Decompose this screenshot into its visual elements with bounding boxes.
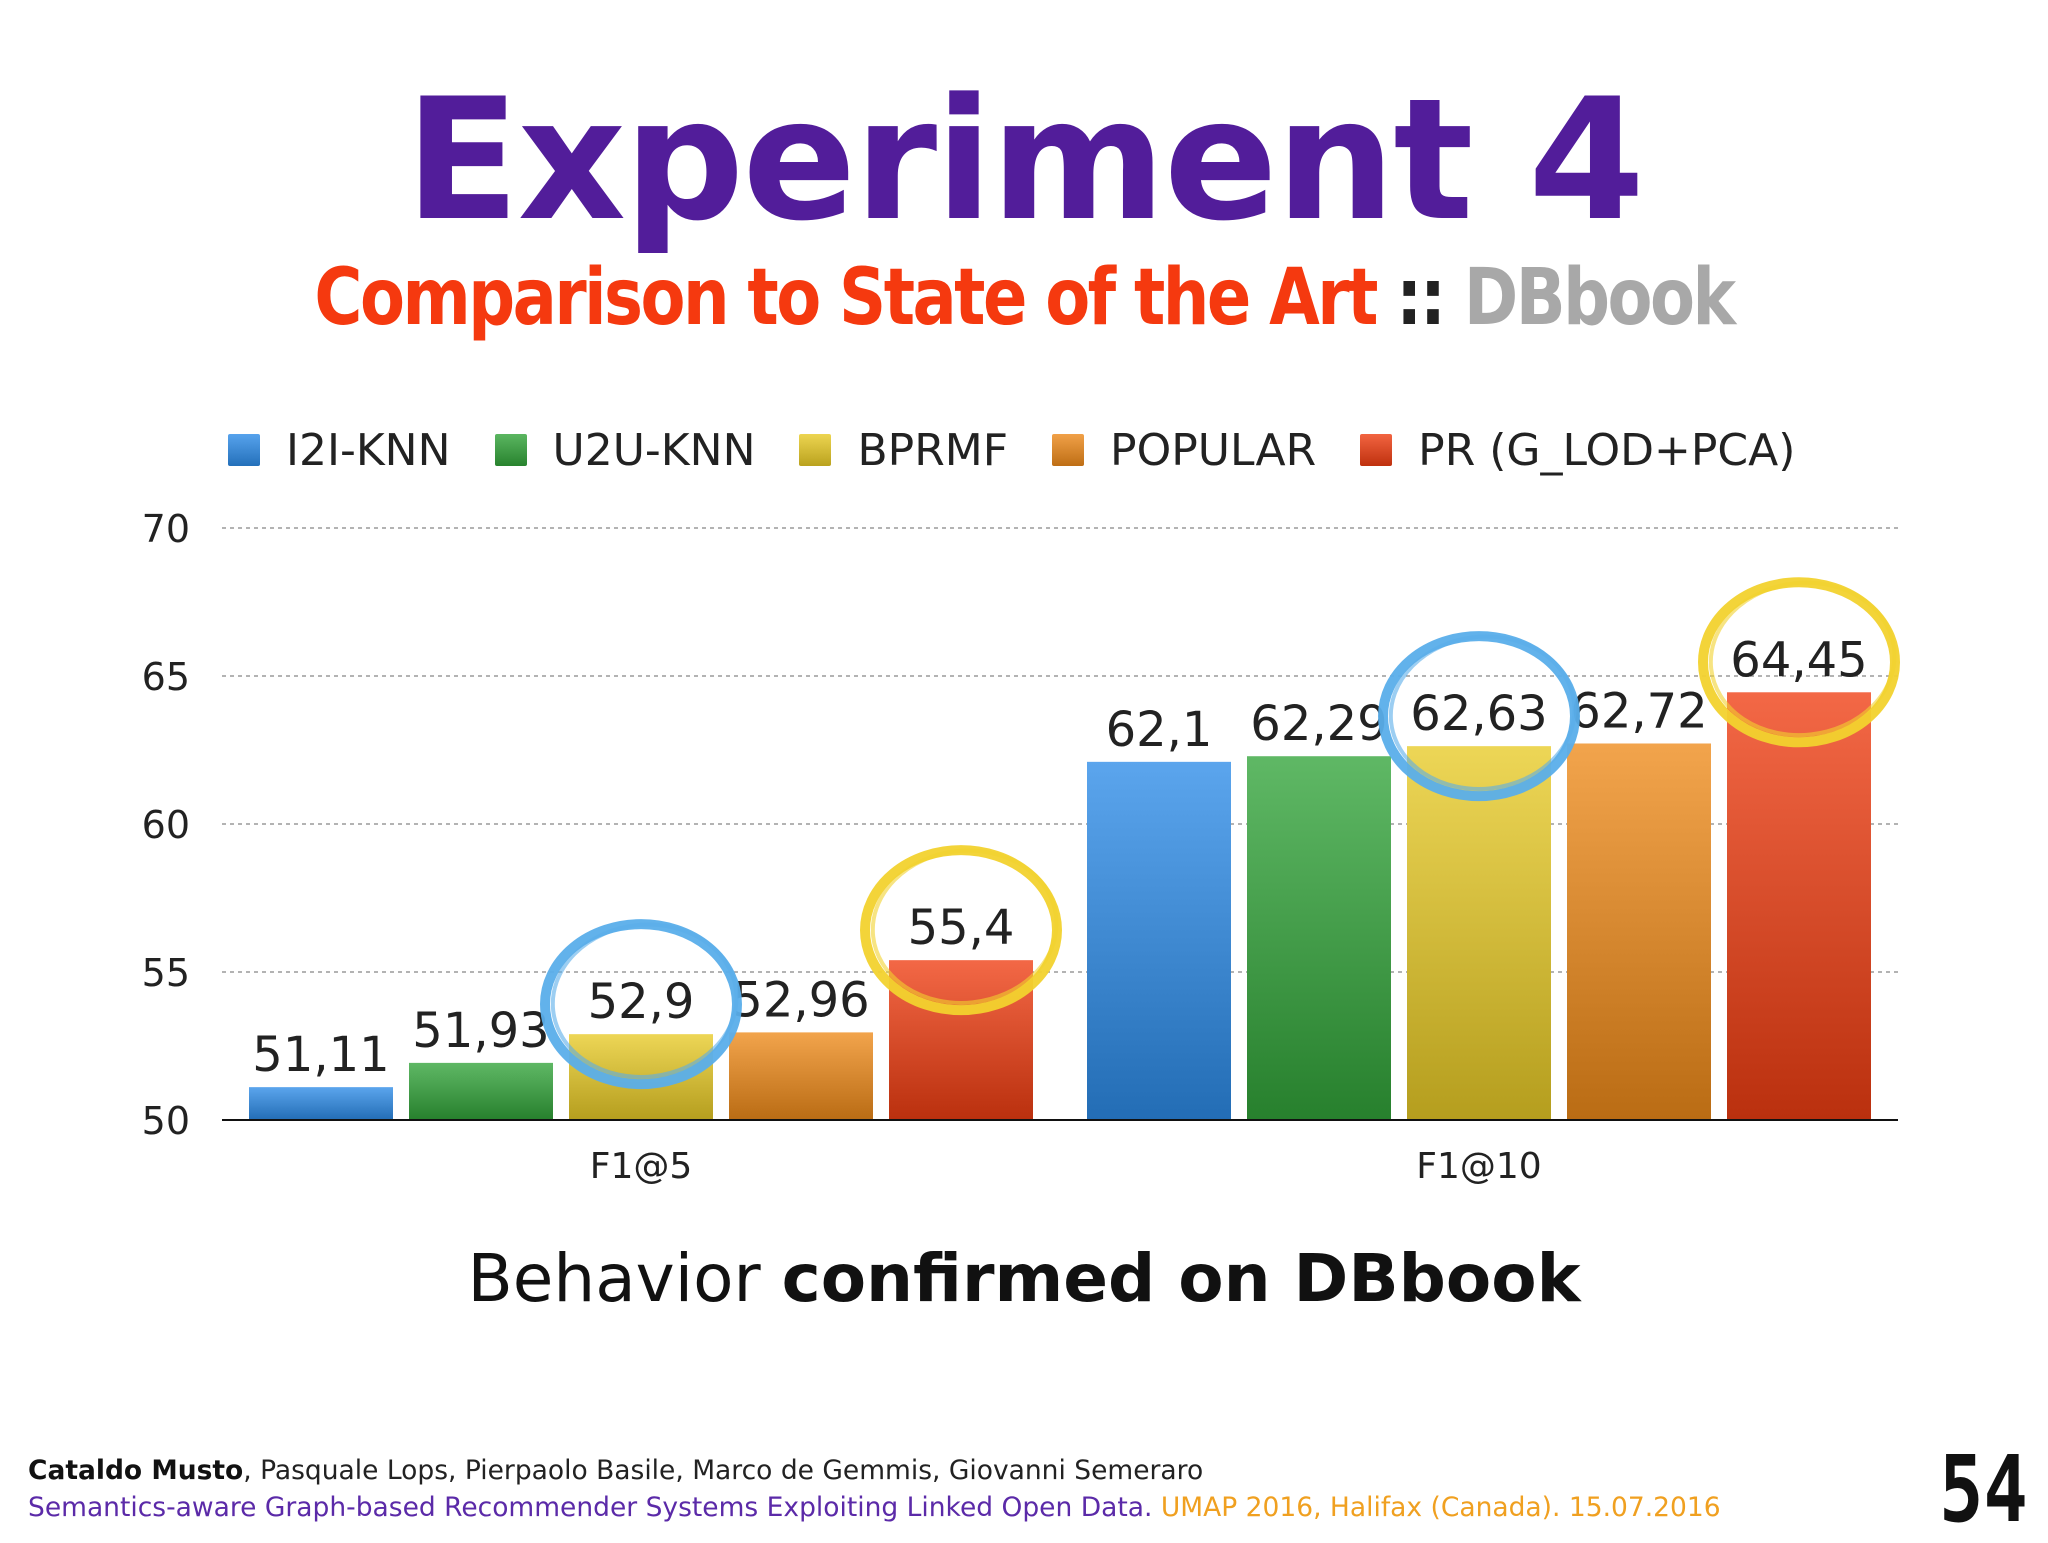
bars <box>249 692 1871 1120</box>
legend-swatch <box>494 434 527 466</box>
bar <box>1247 756 1391 1120</box>
bar-value-label: 51,11 <box>252 1027 389 1083</box>
legend-swatch <box>1360 434 1393 466</box>
legend-item: BPRMF <box>799 425 1008 476</box>
bar-value-label: 52,9 <box>588 974 695 1030</box>
slide-subtitle: Comparison to State of the Art :: DBbook <box>164 248 1884 348</box>
authors-line: Cataldo Musto, Pasquale Lops, Pierpaolo … <box>28 1452 1721 1489</box>
legend-label: U2U-KNN <box>552 424 756 476</box>
data-labels: 51,11 51,93 52,9 52,96 55,4 62,1 62,29 62,63 62,… <box>252 632 1867 1083</box>
highlight-ring-stroke <box>1388 634 1577 791</box>
x-tick-label: F1@5 <box>590 1146 693 1187</box>
paper-line: Semantics-aware Graph-based Recommender … <box>28 1489 1721 1526</box>
bar-value-label: 62,29 <box>1250 696 1387 752</box>
legend-label: POPULAR <box>1110 424 1317 476</box>
paper-venue: UMAP 2016, Halifax (Canada). 15.07.2016 <box>1160 1492 1721 1523</box>
caption-plain: Behavior <box>467 1240 782 1317</box>
legend-item: PR (G_LOD+PCA) <box>1360 425 1795 476</box>
legend-swatch <box>1052 434 1085 466</box>
legend-label: BPRMF <box>857 424 1009 476</box>
y-tick-label: 55 <box>142 951 190 995</box>
bar-value-label: 62,63 <box>1410 686 1547 742</box>
bar <box>249 1087 393 1120</box>
subtitle-main: Comparison to State of the Art <box>314 253 1378 343</box>
bar-chart: 51,11 51,93 52,9 52,96 55,4 62,1 62,29 62,63 62,… <box>142 507 1900 1187</box>
bar-value-label: 64,45 <box>1730 632 1867 688</box>
bar <box>1567 743 1711 1120</box>
subtitle-dataset: DBbook <box>1463 253 1736 343</box>
bar <box>1407 746 1551 1120</box>
bar-value-label: 55,4 <box>908 900 1015 956</box>
slide-title: Experiment 4 <box>404 62 1645 258</box>
caption-bold: confirmed on DBbook <box>781 1240 1581 1317</box>
chart-legend: I2I-KNN U2U-KNN BPRMF POPULAR PR (G_LOD+PCA) <box>228 420 1839 480</box>
legend-label: I2I-KNN <box>286 424 451 476</box>
bar <box>729 1032 873 1120</box>
y-tick-label: 60 <box>142 803 190 847</box>
legend-item: I2I-KNN <box>228 425 451 476</box>
paper-title: Semantics-aware Graph-based Recommender … <box>28 1492 1153 1523</box>
highlight-ring-stroke <box>870 848 1059 1005</box>
bar-value-label: 62,1 <box>1106 702 1213 758</box>
co-authors: , Pasquale Lops, Pierpaolo Basile, Marco… <box>243 1455 1204 1486</box>
highlight-ring-stroke <box>1708 580 1897 738</box>
y-tick-label: 70 <box>142 507 190 551</box>
bar-value-label: 52,96 <box>732 972 869 1028</box>
bar <box>1087 761 1231 1120</box>
bar <box>1727 692 1871 1120</box>
citation-footer: Cataldo Musto, Pasquale Lops, Pierpaolo … <box>28 1452 1721 1526</box>
slide-number: 54 <box>1939 1436 2028 1543</box>
legend-item: POPULAR <box>1052 425 1316 476</box>
bar <box>409 1062 553 1120</box>
legend-label: PR (G_LOD+PCA) <box>1418 424 1796 476</box>
x-tick-label: F1@10 <box>1416 1146 1541 1187</box>
slide-caption: Behavior confirmed on DBbook <box>0 1240 2048 1317</box>
bar <box>889 960 1033 1120</box>
bar-value-label: 62,72 <box>1570 683 1707 739</box>
legend-swatch <box>228 434 260 466</box>
highlight-rings <box>540 577 1900 1090</box>
axes: 50 55 60 65 70 F1@5 F1@10 <box>142 507 1898 1187</box>
legend-item: U2U-KNN <box>494 424 756 476</box>
y-tick-label: 65 <box>142 655 190 699</box>
bar-value-label: 51,93 <box>412 1003 549 1059</box>
y-tick-label: 50 <box>142 1099 190 1143</box>
legend-swatch <box>799 434 832 466</box>
lead-author: Cataldo Musto <box>28 1455 244 1486</box>
highlight-ring-stroke <box>550 922 739 1079</box>
subtitle-separator: :: <box>1396 253 1446 343</box>
